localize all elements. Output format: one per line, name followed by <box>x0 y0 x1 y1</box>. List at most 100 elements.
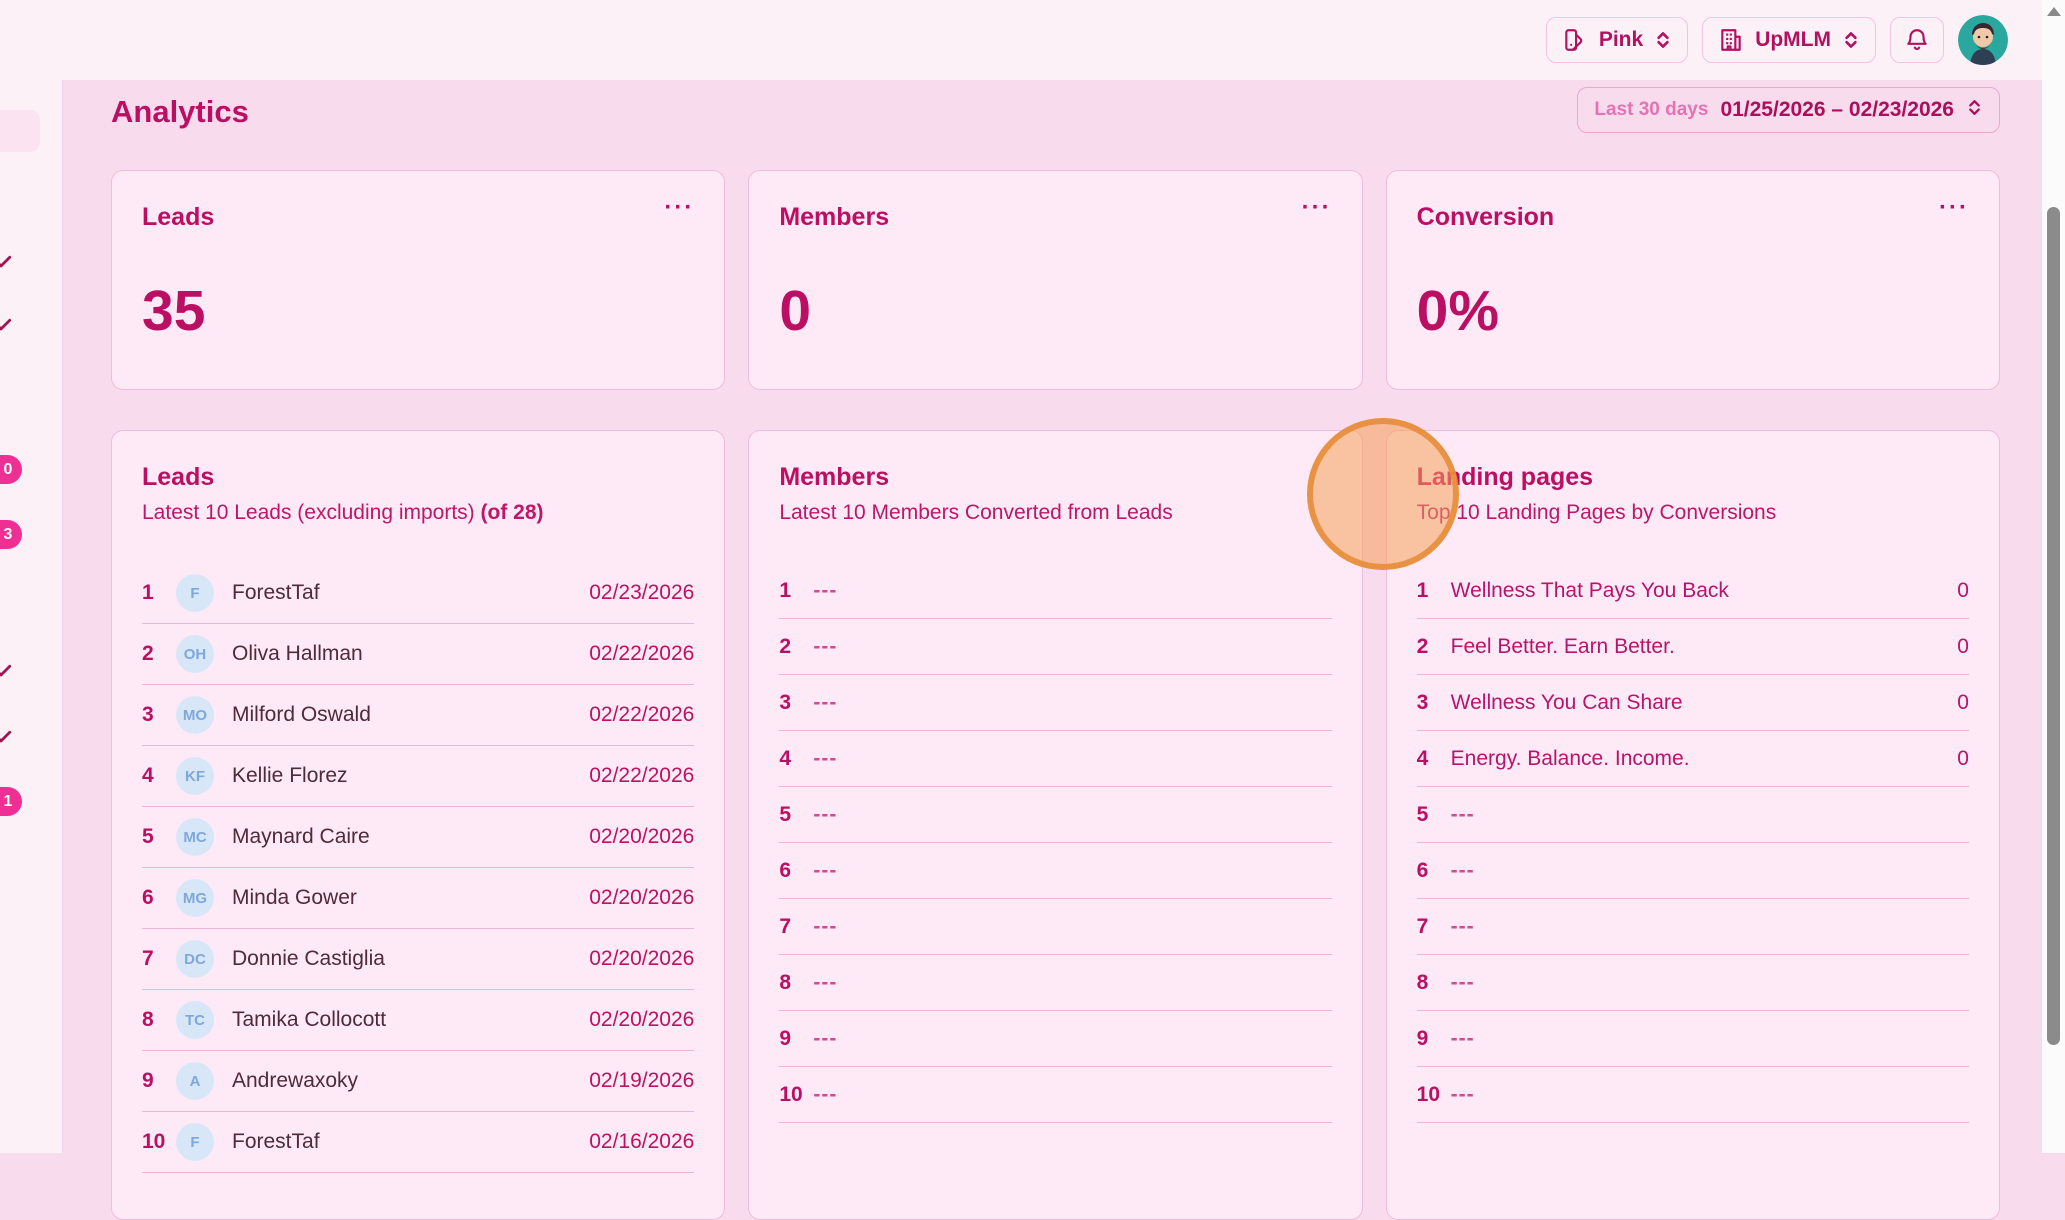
empty-placeholder: --- <box>813 802 838 826</box>
empty-placeholder: --- <box>813 914 838 938</box>
row-rank: 3 <box>142 703 154 726</box>
list-row[interactable]: 5 MC Maynard Caire 02/20/2026 <box>142 807 695 868</box>
empty-placeholder: --- <box>813 690 838 714</box>
list-row[interactable]: 4 Energy. Balance. Income. 0 <box>1416 731 1969 787</box>
list-row[interactable]: 9 A Andrewaxoky 02/19/2026 <box>142 1051 695 1112</box>
lead-date: 02/22/2026 <box>589 642 695 665</box>
row-rank: 7 <box>779 914 792 938</box>
list-row[interactable]: 10 F ForestTaf 02/16/2026 <box>142 1112 695 1173</box>
lead-date: 02/20/2026 <box>589 947 695 970</box>
avatar: KF <box>176 757 214 795</box>
row-rank: 6 <box>142 886 154 909</box>
empty-placeholder: --- <box>813 634 838 658</box>
list-row[interactable]: 3 MO Milford Oswald 02/22/2026 <box>142 685 695 746</box>
swatch-icon <box>1562 27 1588 53</box>
chevron-updown-icon <box>1654 29 1672 51</box>
leads-list-card: Leads Latest 10 Leads (excluding imports… <box>111 430 726 1220</box>
chevron-down-icon[interactable] <box>0 246 16 276</box>
list-row: 5 --- <box>779 787 1332 843</box>
theme-selector-button[interactable]: Pink <box>1545 17 1689 63</box>
lead-date: 02/22/2026 <box>589 703 695 726</box>
list-row: 3 --- <box>779 675 1332 731</box>
lead-date: 02/20/2026 <box>589 886 695 909</box>
theme-selector-label: Pink <box>1598 28 1644 51</box>
stat-card-members: Members ··· 0 <box>748 170 1363 390</box>
list-row: 7 --- <box>779 899 1332 955</box>
empty-placeholder: --- <box>1450 914 1475 938</box>
list-row[interactable]: 2 OH Oliva Hallman 02/22/2026 <box>142 624 695 685</box>
chevron-updown-icon <box>1966 97 1983 123</box>
ellipsis-menu-icon[interactable]: ··· <box>1939 194 1969 221</box>
ellipsis-menu-icon[interactable]: ··· <box>664 194 695 221</box>
list-row: 6 --- <box>1416 843 1969 899</box>
notifications-button[interactable] <box>1890 17 1944 63</box>
building-icon <box>1718 27 1744 53</box>
row-rank: 8 <box>142 1008 154 1031</box>
list-row: 2 --- <box>779 619 1332 675</box>
stat-card-value: 0% <box>1416 279 1500 343</box>
list-card-title: Members <box>779 463 890 491</box>
user-avatar[interactable] <box>1958 15 2008 65</box>
row-rank: 6 <box>779 858 792 882</box>
list-row[interactable]: 4 KF Kellie Florez 02/22/2026 <box>142 746 695 807</box>
row-rank: 9 <box>779 1026 792 1050</box>
landing-page-name: Feel Better. Earn Better. <box>1450 634 1675 658</box>
list-row[interactable]: 1 F ForestTaf 02/23/2026 <box>142 563 695 624</box>
row-rank: 4 <box>142 764 154 787</box>
members-list-card: Members Latest 10 Members Converted from… <box>748 430 1363 1220</box>
conversion-count: 0 <box>1957 746 1969 770</box>
row-rank: 9 <box>142 1069 154 1092</box>
row-rank: 2 <box>779 634 792 658</box>
list-row: 9 --- <box>1416 1011 1969 1067</box>
date-range-preset: Last 30 days <box>1594 99 1709 120</box>
lead-date: 02/16/2026 <box>589 1130 695 1153</box>
empty-placeholder: --- <box>1450 802 1475 826</box>
list-row[interactable]: 8 TC Tamika Collocott 02/20/2026 <box>142 990 695 1051</box>
row-rank: 5 <box>779 802 792 826</box>
lead-name: Donnie Castiglia <box>232 947 385 970</box>
chevron-down-icon[interactable] <box>0 309 16 339</box>
list-row[interactable]: 3 Wellness You Can Share 0 <box>1416 675 1969 731</box>
avatar: TC <box>176 1001 214 1039</box>
list-card-subtitle: Latest 10 Leads (excluding imports) (of … <box>142 501 544 524</box>
stat-cards-row: Leads ··· 35 Members ··· 0 Conversion ··… <box>111 170 2000 390</box>
sidebar-count-badge[interactable]: 1 <box>0 787 22 816</box>
row-rank: 3 <box>779 690 792 714</box>
ellipsis-menu-icon[interactable]: ··· <box>1301 194 1332 221</box>
sidebar-active-item[interactable] <box>0 110 40 152</box>
chevron-down-icon[interactable] <box>0 655 16 685</box>
row-rank: 5 <box>142 825 154 848</box>
page-title: Analytics <box>111 94 249 129</box>
date-range-selector[interactable]: Last 30 days 01/25/2026 – 02/23/2026 <box>1577 87 2000 133</box>
lead-name: Minda Gower <box>232 886 357 909</box>
lead-name: Milford Oswald <box>232 703 371 726</box>
list-row: 5 --- <box>1416 787 1969 843</box>
avatar: DC <box>176 940 214 978</box>
org-selector-button[interactable]: UpMLM <box>1702 17 1876 63</box>
stat-card-value: 35 <box>142 279 206 343</box>
scrollbar-up-arrow-icon[interactable] <box>2047 7 2061 16</box>
list-row[interactable]: 1 Wellness That Pays You Back 0 <box>1416 563 1969 619</box>
avatar: MC <box>176 818 214 856</box>
landing-page-name: Wellness You Can Share <box>1450 690 1683 714</box>
empty-placeholder: --- <box>1450 858 1475 882</box>
landing-page-name: Wellness That Pays You Back <box>1450 578 1729 602</box>
list-row[interactable]: 2 Feel Better. Earn Better. 0 <box>1416 619 1969 675</box>
chevron-down-icon[interactable] <box>0 721 16 751</box>
landing-pages-list-card: Landing pages Top 10 Landing Pages by Co… <box>1385 430 2000 1220</box>
date-range-value: 01/25/2026 – 02/23/2026 <box>1720 98 1954 121</box>
row-rank: 8 <box>1416 970 1429 994</box>
list-row[interactable]: 6 MG Minda Gower 02/20/2026 <box>142 868 695 929</box>
sidebar-count-badge[interactable]: 0 <box>0 455 22 484</box>
vertical-scrollbar <box>2042 0 2065 1153</box>
stat-card-title: Members <box>779 203 890 231</box>
sidebar-count-badge[interactable]: 3 <box>0 520 22 549</box>
list-row[interactable]: 7 DC Donnie Castiglia 02/20/2026 <box>142 929 695 990</box>
scrollbar-thumb[interactable] <box>2047 207 2060 1045</box>
list-row: 7 --- <box>1416 899 1969 955</box>
row-rank: 6 <box>1416 858 1429 882</box>
list-row: 1 --- <box>779 563 1332 619</box>
org-selector-label: UpMLM <box>1755 28 1831 51</box>
sidebar: 0 3 1 <box>0 80 63 1153</box>
lead-date: 02/22/2026 <box>589 764 695 787</box>
